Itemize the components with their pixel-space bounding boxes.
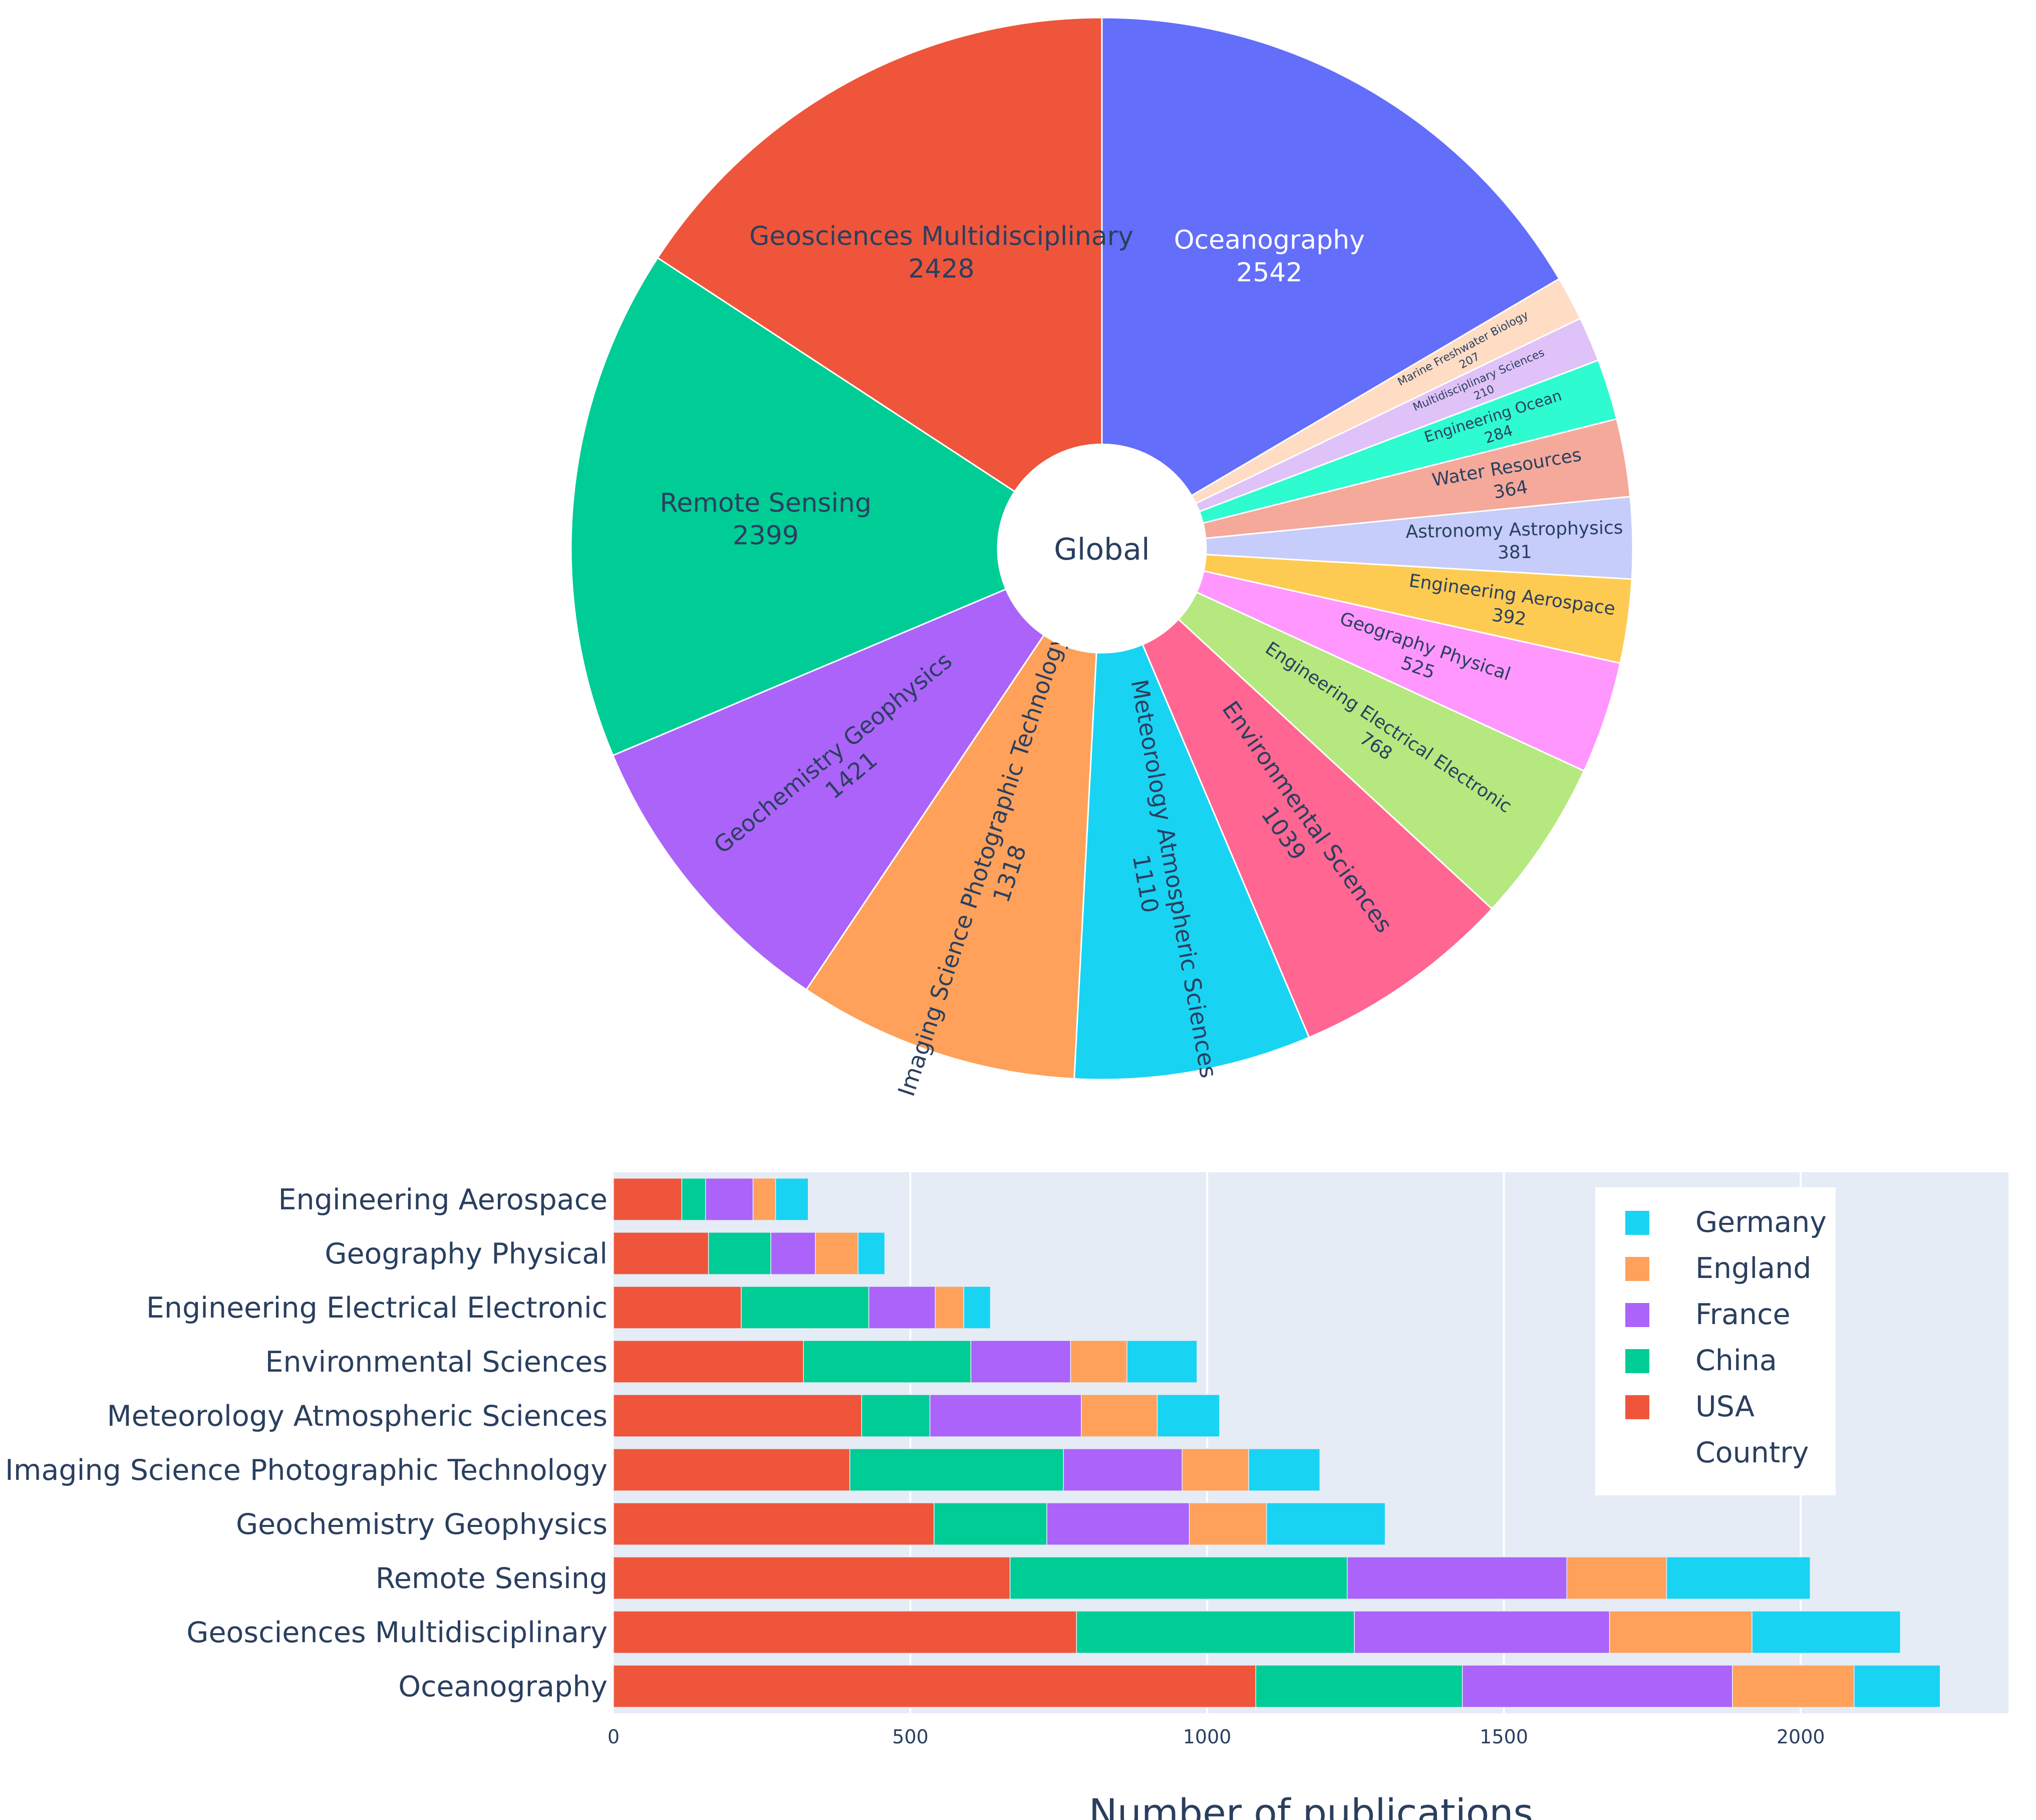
center-hole xyxy=(998,444,1206,653)
bar-england-geography-physical[interactable] xyxy=(815,1232,859,1275)
bar-england-meteorology-atmospheric-sciences[interactable] xyxy=(1081,1394,1158,1437)
legend-swatch-usa[interactable] xyxy=(1625,1395,1649,1419)
legend-swatch-england[interactable] xyxy=(1625,1257,1649,1281)
legend-swatch-france[interactable] xyxy=(1625,1303,1649,1327)
y-tick-label: Oceanography xyxy=(398,1670,608,1703)
bar-france-remote-sensing[interactable] xyxy=(1347,1556,1568,1600)
bar-china-geochemistry-geophysics[interactable] xyxy=(934,1502,1047,1545)
slice-label-value: 2542 xyxy=(1236,258,1302,288)
legend-box xyxy=(1595,1187,1836,1495)
legend-label-england[interactable]: England xyxy=(1695,1252,1811,1285)
slice-label-name: Oceanography xyxy=(1174,225,1365,255)
y-tick-label: Engineering Electrical Electronic xyxy=(146,1291,608,1325)
legend-label-china[interactable]: China xyxy=(1695,1344,1777,1377)
bar-usa-oceanography[interactable] xyxy=(613,1665,1257,1708)
slice-label-name: Astronomy Astrophysics xyxy=(1405,517,1623,543)
bar-germany-geosciences-multidisciplinary[interactable] xyxy=(1752,1611,1901,1654)
legend-label-france[interactable]: France xyxy=(1695,1298,1791,1331)
bar-england-remote-sensing[interactable] xyxy=(1566,1556,1667,1600)
bar-germany-imaging-science-photographic-technology[interactable] xyxy=(1248,1448,1321,1491)
bar-england-engineering-aerospace[interactable] xyxy=(752,1178,776,1221)
legend-title: Country xyxy=(1695,1436,1809,1469)
bar-france-geosciences-multidisciplinary[interactable] xyxy=(1354,1611,1610,1654)
bar-usa-geochemistry-geophysics[interactable] xyxy=(613,1502,935,1545)
bar-france-oceanography[interactable] xyxy=(1462,1665,1733,1708)
bar-france-imaging-science-photographic-technology[interactable] xyxy=(1063,1448,1183,1491)
legend-label-usa[interactable]: USA xyxy=(1695,1390,1755,1423)
bar-usa-imaging-science-photographic-technology[interactable] xyxy=(613,1448,850,1491)
legend-swatch-germany[interactable] xyxy=(1625,1211,1649,1235)
y-tick-label: Meteorology Atmospheric Sciences xyxy=(107,1400,608,1433)
bar-france-engineering-aerospace[interactable] xyxy=(705,1178,754,1221)
legend-label-germany[interactable]: Germany xyxy=(1695,1206,1827,1239)
bar-china-engineering-aerospace[interactable] xyxy=(681,1178,706,1221)
y-tick-label: Engineering Aerospace xyxy=(278,1183,608,1216)
slice-label-value: 2399 xyxy=(733,521,799,551)
bar-germany-meteorology-atmospheric-sciences[interactable] xyxy=(1156,1394,1220,1437)
bar-england-geochemistry-geophysics[interactable] xyxy=(1189,1502,1267,1545)
bar-usa-environmental-sciences[interactable] xyxy=(613,1340,804,1383)
slice-label-name: Remote Sensing xyxy=(660,488,871,518)
y-tick-label: Imaging Science Photographic Technology xyxy=(5,1454,608,1487)
bar-france-engineering-electrical-electronic[interactable] xyxy=(868,1286,936,1329)
bar-usa-remote-sensing[interactable] xyxy=(613,1556,1011,1600)
bar-china-remote-sensing[interactable] xyxy=(1009,1556,1348,1600)
x-tick-label: 1500 xyxy=(1480,1726,1528,1748)
x-tick-label: 500 xyxy=(892,1726,929,1748)
bar-england-imaging-science-photographic-technology[interactable] xyxy=(1182,1448,1249,1491)
bar-england-environmental-sciences[interactable] xyxy=(1070,1340,1127,1383)
bar-germany-engineering-aerospace[interactable] xyxy=(775,1178,809,1221)
y-tick-label: Geography Physical xyxy=(325,1237,608,1270)
bar-usa-engineering-electrical-electronic[interactable] xyxy=(613,1286,742,1329)
bar-china-geosciences-multidisciplinary[interactable] xyxy=(1076,1611,1355,1654)
bar-china-engineering-electrical-electronic[interactable] xyxy=(741,1286,869,1329)
legend: Germany England France China USA Country xyxy=(1595,1187,1836,1495)
x-axis-title: Number of publications xyxy=(1089,1790,1533,1820)
x-tick-label: 1000 xyxy=(1183,1726,1232,1748)
legend-swatch-china[interactable] xyxy=(1625,1349,1649,1373)
y-tick-label: Environmental Sciences xyxy=(265,1346,608,1379)
y-tick-label: Remote Sensing xyxy=(376,1562,608,1595)
bar-usa-geography-physical[interactable] xyxy=(613,1232,709,1275)
x-tick-label: 2000 xyxy=(1777,1726,1825,1748)
bar-china-imaging-science-photographic-technology[interactable] xyxy=(849,1448,1064,1491)
slice-label-name: Geosciences Multidisciplinary xyxy=(749,221,1133,251)
bar-china-geography-physical[interactable] xyxy=(708,1232,771,1275)
slice-label-value: 381 xyxy=(1498,542,1533,563)
bar-usa-engineering-aerospace[interactable] xyxy=(613,1178,683,1221)
bar-france-geography-physical[interactable] xyxy=(770,1232,816,1275)
bar-usa-meteorology-atmospheric-sciences[interactable] xyxy=(613,1394,862,1437)
bar-china-environmental-sciences[interactable] xyxy=(803,1340,972,1383)
slice-label-value: 392 xyxy=(1491,605,1528,630)
bar-germany-remote-sensing[interactable] xyxy=(1666,1556,1811,1600)
slice-label-value: 2428 xyxy=(908,254,974,284)
bar-germany-geochemistry-geophysics[interactable] xyxy=(1266,1502,1386,1545)
bar-england-engineering-electrical-electronic[interactable] xyxy=(935,1286,964,1329)
y-tick-label: Geosciences Multidisciplinary xyxy=(186,1616,608,1649)
bar-france-geochemistry-geophysics[interactable] xyxy=(1046,1502,1190,1545)
bar-germany-environmental-sciences[interactable] xyxy=(1126,1340,1198,1383)
bar-germany-geography-physical[interactable] xyxy=(857,1232,886,1275)
bar-france-environmental-sciences[interactable] xyxy=(970,1340,1071,1383)
bar-england-oceanography[interactable] xyxy=(1732,1665,1855,1708)
bar-germany-oceanography[interactable] xyxy=(1854,1665,1941,1708)
bar-china-oceanography[interactable] xyxy=(1255,1665,1463,1708)
center-label[interactable]: Global xyxy=(1054,532,1149,567)
y-tick-label: Geochemistry Geophysics xyxy=(236,1508,608,1541)
bar-england-geosciences-multidisciplinary[interactable] xyxy=(1609,1611,1753,1654)
x-tick-label: 0 xyxy=(608,1726,620,1748)
bar-china-meteorology-atmospheric-sciences[interactable] xyxy=(861,1394,931,1437)
bar-france-meteorology-atmospheric-sciences[interactable] xyxy=(929,1394,1082,1437)
bar-usa-geosciences-multidisciplinary[interactable] xyxy=(613,1611,1077,1654)
bar-germany-engineering-electrical-electronic[interactable] xyxy=(963,1286,991,1329)
